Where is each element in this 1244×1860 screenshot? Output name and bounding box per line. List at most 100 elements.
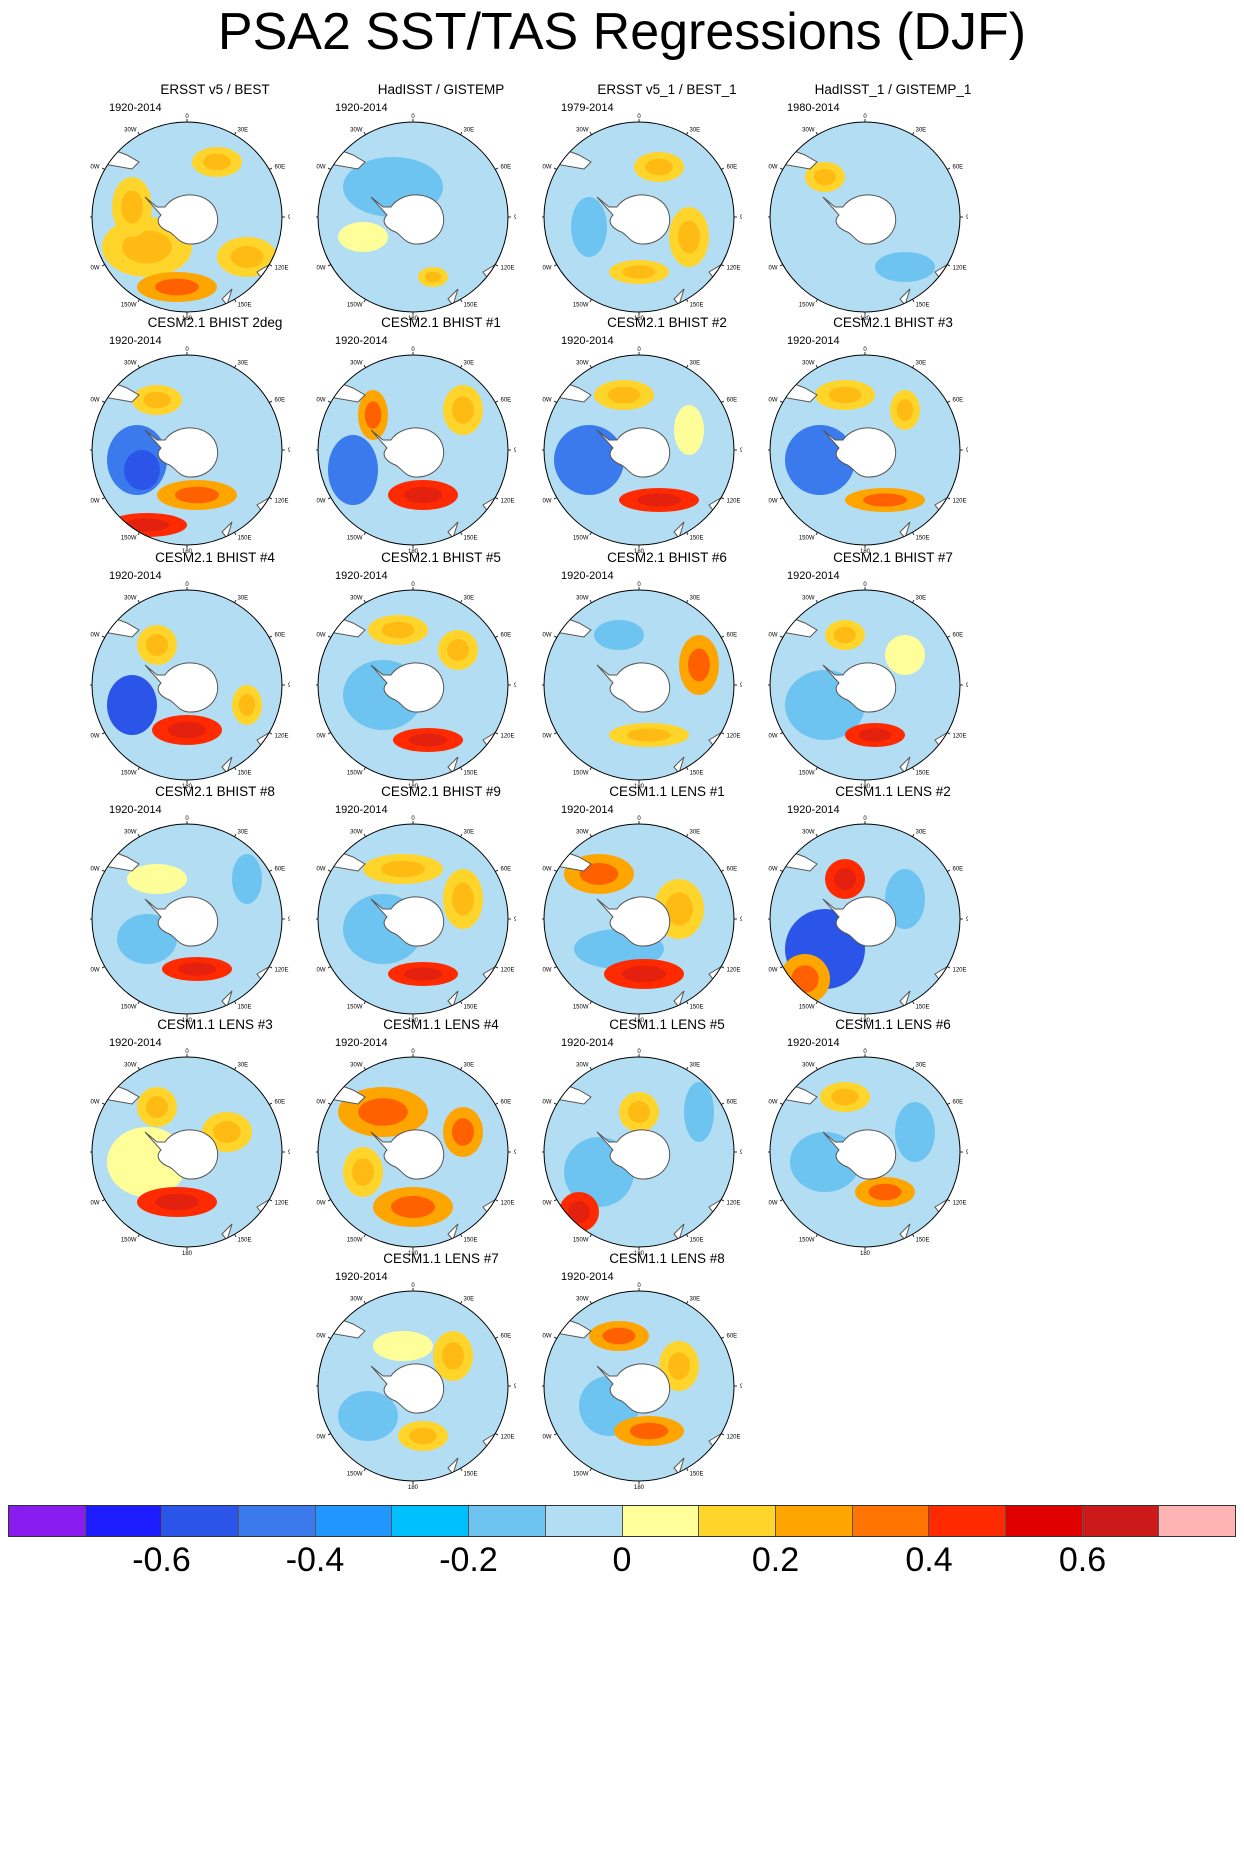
longitude-tick [686, 299, 689, 303]
longitude-tick [495, 264, 499, 267]
longitude-label: 60E [953, 398, 964, 404]
longitude-tick [269, 869, 273, 872]
longitude-label: 120E [727, 734, 741, 740]
anomaly-core [607, 386, 641, 404]
longitude-tick [912, 1001, 915, 1005]
longitude-tick [327, 264, 331, 267]
longitude-label: 60E [275, 398, 286, 404]
longitude-label: 0 [863, 347, 867, 353]
polar-map: 030E60E90E120E150E180150W120W90W60W30W [316, 582, 516, 790]
anomaly-core [143, 391, 171, 409]
longitude-tick [363, 1066, 366, 1070]
anomaly-core [403, 967, 443, 981]
longitude-tick [553, 497, 557, 500]
longitude-label: 150E [690, 536, 704, 542]
anomaly-core [442, 1342, 464, 1370]
longitude-tick [363, 299, 366, 303]
longitude-tick [234, 1234, 237, 1238]
map-panel: CESM2.1 BHIST #4 1920-2014 0 30E 60E 90E 120E 1… [90, 550, 340, 820]
map-panel: ERSST v5 / BEST 1920-2014 0 30E 60E 90E 120E 15… [90, 82, 340, 352]
longitude-label: 120E [501, 968, 515, 974]
anomaly-core [452, 396, 474, 424]
longitude-label: 150E [916, 771, 930, 777]
longitude-label: 120W [90, 266, 100, 272]
longitude-label: 30W [576, 1297, 589, 1303]
longitude-label: 120W [316, 734, 326, 740]
africa-land [700, 122, 734, 140]
new-zealand-land [899, 288, 911, 307]
new-zealand-land [221, 990, 233, 1009]
polar-map: 030E60E90E120E150E180150W120W90W60W30W [542, 1049, 742, 1257]
longitude-tick [363, 767, 366, 771]
colorbar-box [9, 1506, 86, 1536]
longitude-label: 120W [768, 734, 778, 740]
panel-title: CESM2.1 BHIST #8 [155, 784, 275, 799]
anomaly-region [124, 450, 160, 490]
longitude-label: 120E [727, 1435, 741, 1441]
longitude-tick [815, 767, 818, 771]
longitude-label: 150W [573, 771, 589, 777]
longitude-tick [589, 364, 592, 368]
polar-map: 030E60E90E120E150E180150W120W90W60W30W [768, 1049, 968, 1257]
africa-land [700, 1057, 734, 1075]
panel-title: CESM1.1 LENS #5 [609, 1017, 725, 1032]
longitude-tick [363, 131, 366, 135]
longitude-label: 120E [953, 266, 967, 272]
longitude-tick [460, 1001, 463, 1005]
longitude-label: 150E [464, 1005, 478, 1011]
longitude-label: 150E [916, 536, 930, 542]
longitude-tick [137, 532, 140, 536]
longitude-label: 60W [90, 633, 100, 639]
antarctica-land [822, 896, 897, 947]
anomaly-core [863, 493, 907, 507]
longitude-tick [589, 599, 592, 603]
longitude-tick [101, 732, 105, 735]
longitude-label: 150E [238, 303, 252, 309]
anomaly-core [622, 965, 666, 983]
longitude-tick [553, 264, 557, 267]
longitude-label: 30E [464, 1297, 475, 1303]
longitude-label: 30W [124, 1063, 137, 1069]
map-panel: CESM2.1 BHIST #9 1920-2014 0 30E 60E 90E 120E 1… [316, 784, 566, 1054]
longitude-label: 90E [514, 1150, 516, 1156]
map-panel: CESM2.1 BHIST #2 1920-2014 0 30E 60E 90E 120E 1… [542, 315, 792, 585]
longitude-tick [686, 1300, 689, 1304]
longitude-tick [101, 167, 105, 170]
panel-period: 1920-2014 [335, 1271, 388, 1283]
longitude-label: 0 [637, 1283, 641, 1289]
colorbar-box [469, 1506, 546, 1536]
panel-period: 1920-2014 [787, 1037, 840, 1049]
anomaly-region [554, 425, 624, 495]
longitude-tick [101, 1199, 105, 1202]
longitude-label: 90E [514, 448, 516, 454]
anomaly-region [328, 435, 378, 505]
africa-land [248, 824, 282, 842]
longitude-tick [947, 732, 951, 735]
longitude-tick [721, 264, 725, 267]
longitude-label: 30W [576, 1063, 589, 1069]
anomaly-core [452, 882, 474, 916]
longitude-label: 60E [953, 867, 964, 873]
longitude-label: 120W [90, 968, 100, 974]
antarctica-land [144, 1129, 219, 1180]
longitude-tick [101, 869, 105, 872]
longitude-label: 180 [634, 549, 645, 555]
longitude-label: 150W [799, 303, 815, 309]
longitude-tick [947, 635, 951, 638]
longitude-label: 60E [501, 1334, 512, 1340]
longitude-label: 30W [802, 830, 815, 836]
longitude-label: 120W [316, 968, 326, 974]
africa-land [474, 590, 508, 608]
longitude-tick [815, 833, 818, 837]
longitude-label: 120E [953, 734, 967, 740]
antarctica-land [144, 662, 219, 713]
longitude-label: 30E [238, 128, 249, 134]
longitude-label: 120E [275, 1201, 289, 1207]
panel-title: CESM1.1 LENS #4 [383, 1017, 499, 1032]
panel-title: CESM2.1 BHIST 2deg [147, 315, 283, 330]
anomaly-core [645, 158, 673, 176]
longitude-tick [686, 767, 689, 771]
polar-map: 030E60E90E120E150E180150W120W90W60W30W [316, 816, 516, 1024]
longitude-tick [589, 1001, 592, 1005]
longitude-tick [460, 599, 463, 603]
